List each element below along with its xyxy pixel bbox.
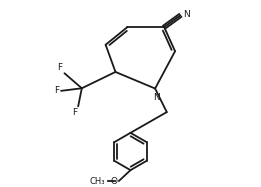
Text: N: N xyxy=(153,93,160,102)
Text: F: F xyxy=(57,63,62,72)
Text: F: F xyxy=(54,86,59,95)
Text: N: N xyxy=(183,10,189,19)
Text: F: F xyxy=(72,108,77,117)
Text: O: O xyxy=(111,177,117,186)
Text: CH₃: CH₃ xyxy=(89,177,105,186)
